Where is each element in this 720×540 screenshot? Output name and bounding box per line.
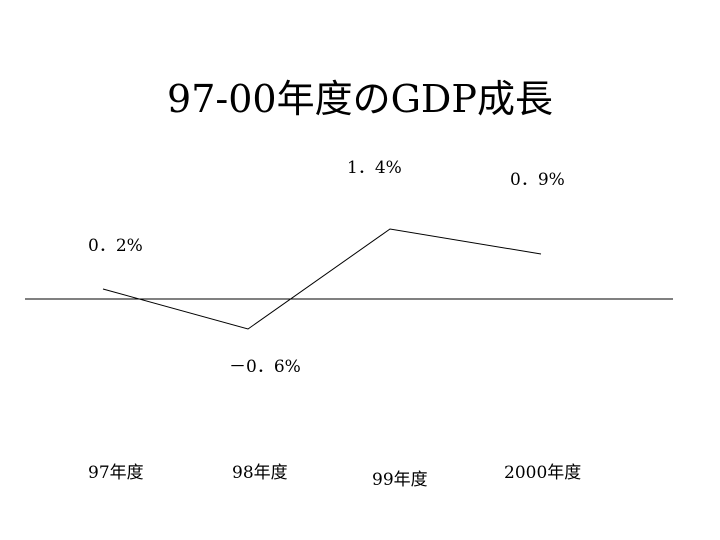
chart-title: 97-00年度のGDP成長 (167, 77, 553, 121)
x-axis-labels: 97年度 98年度 99年度 2000年度 (88, 463, 581, 490)
data-label: －0．6% (229, 357, 301, 377)
x-tick-label: 99年度 (372, 470, 428, 490)
x-tick-label: 97年度 (88, 463, 144, 483)
series-line (102, 228, 542, 330)
x-tick-label: 2000年度 (504, 463, 581, 483)
data-label: 0．9% (510, 170, 565, 190)
x-tick-label: 98年度 (232, 463, 288, 483)
data-label: 0．2% (88, 236, 143, 256)
data-label: 1．4% (347, 158, 402, 178)
data-labels: 0．2% －0．6% 1．4% 0．9% (88, 158, 565, 377)
